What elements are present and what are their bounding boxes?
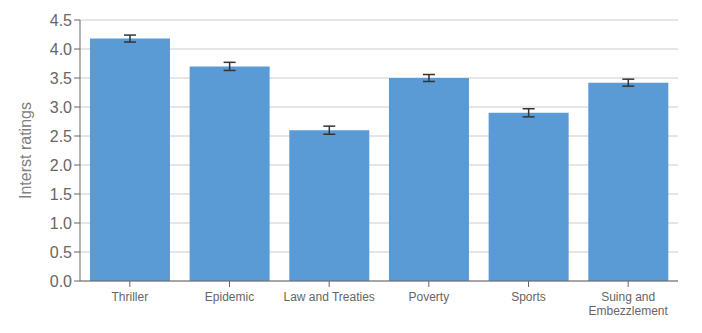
svg-text:4.0: 4.0 (50, 41, 72, 58)
svg-text:Thriller: Thriller (111, 290, 148, 304)
svg-text:Sports: Sports (511, 290, 546, 304)
svg-text:0.0: 0.0 (50, 273, 72, 290)
svg-text:0.5: 0.5 (50, 244, 72, 261)
svg-text:3.0: 3.0 (50, 99, 72, 116)
svg-text:Poverty: Poverty (408, 290, 449, 304)
svg-text:Interst ratings: Interst ratings (17, 102, 34, 199)
svg-text:2.0: 2.0 (50, 157, 72, 174)
svg-text:1.5: 1.5 (50, 186, 72, 203)
svg-text:Suing andEmbezzlement: Suing andEmbezzlement (588, 290, 668, 318)
svg-text:Law and Treaties: Law and Treaties (283, 290, 374, 304)
svg-text:4.5: 4.5 (50, 12, 72, 29)
svg-text:Epidemic: Epidemic (205, 290, 254, 304)
svg-text:2.5: 2.5 (50, 128, 72, 145)
svg-text:3.5: 3.5 (50, 70, 72, 87)
svg-text:1.0: 1.0 (50, 215, 72, 232)
